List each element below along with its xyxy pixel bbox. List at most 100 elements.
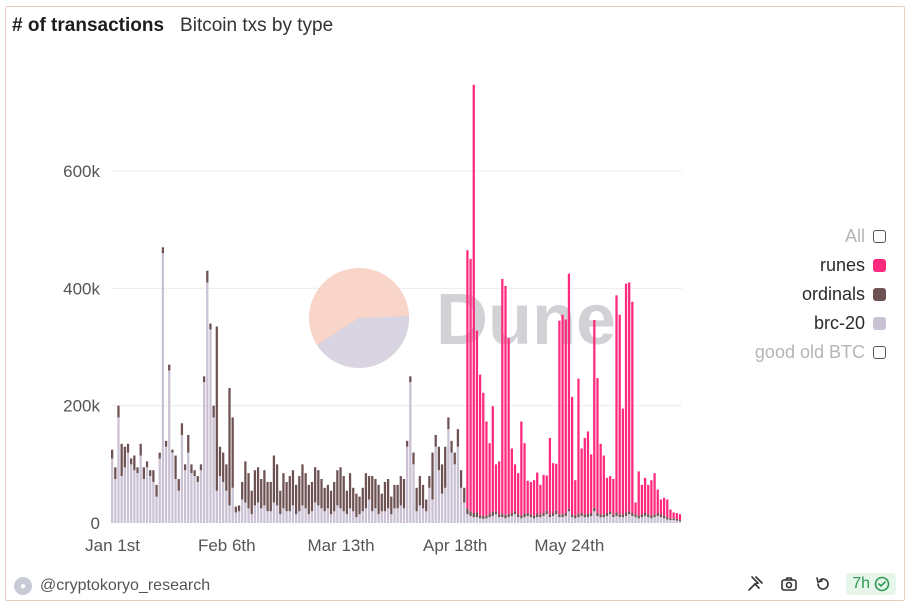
- bar-brc-20: [155, 496, 158, 523]
- bar-brc-20: [628, 514, 631, 523]
- legend-item-ordinals[interactable]: ordinals: [755, 280, 886, 309]
- bar-ordinals: [440, 464, 444, 494]
- bar-brc-20: [253, 505, 257, 523]
- bar-ordinals: [282, 473, 285, 509]
- bar-ordinals: [545, 510, 548, 515]
- bar-brc-20: [171, 452, 174, 523]
- bar-brc-20: [510, 515, 513, 523]
- bar-runes: [567, 273, 571, 509]
- bar-ordinals: [317, 470, 320, 506]
- bar-brc-20: [352, 511, 355, 523]
- legend-item-brc20[interactable]: brc-20: [755, 309, 886, 338]
- bar-ordinals: [247, 473, 250, 509]
- bar-ordinals: [301, 464, 304, 506]
- bar-ordinals: [111, 449, 114, 459]
- x-tick-label: Apr 18th: [423, 536, 487, 555]
- bar-runes: [602, 455, 605, 515]
- bar-brc-20: [111, 458, 114, 523]
- age-text: 7h: [852, 575, 870, 592]
- bar-brc-20: [631, 515, 634, 523]
- bar-ordinals: [656, 513, 659, 516]
- bar-brc-20: [672, 520, 675, 523]
- bar-brc-20: [133, 470, 136, 523]
- bar-runes: [482, 392, 485, 516]
- bar-runes: [498, 461, 501, 515]
- legend-item-all[interactable]: All: [755, 222, 886, 251]
- bar-runes: [675, 513, 678, 519]
- bar-brc-20: [333, 511, 336, 523]
- bar-ordinals: [393, 484, 396, 509]
- bar-ordinals: [228, 388, 231, 506]
- bar-brc-20: [640, 517, 644, 523]
- bar-brc-20: [669, 520, 672, 523]
- bar-ordinals: [631, 513, 634, 516]
- bar-brc-20: [536, 517, 539, 523]
- bar-brc-20: [466, 514, 469, 523]
- bar-runes: [590, 454, 593, 514]
- bar-brc-20: [621, 517, 624, 523]
- x-tick-label: Mar 13th: [307, 536, 374, 555]
- bar-ordinals: [650, 515, 653, 519]
- bar-brc-20: [199, 470, 203, 523]
- bar-ordinals: [507, 514, 510, 518]
- bar-runes: [599, 443, 602, 515]
- bar-brc-20: [241, 499, 244, 523]
- bar-runes: [472, 84, 475, 514]
- bar-brc-20: [529, 517, 532, 523]
- bar-ordinals: [577, 513, 580, 518]
- bar-runes: [564, 319, 567, 514]
- bar-brc-20: [444, 487, 447, 523]
- bar-brc-20: [459, 487, 463, 523]
- bar-runes: [539, 484, 542, 515]
- bar-ordinals: [621, 514, 624, 518]
- bar-ordinals: [491, 511, 494, 516]
- bar-brc-20: [339, 508, 342, 523]
- bar-brc-20: [545, 514, 548, 523]
- bar-brc-20: [212, 417, 215, 523]
- bar-brc-20: [120, 476, 123, 523]
- bar-runes: [542, 474, 545, 514]
- bar-ordinals: [399, 476, 402, 506]
- bar-runes: [605, 477, 609, 514]
- pin-icon[interactable]: [744, 573, 766, 595]
- bar-runes: [570, 396, 574, 515]
- bar-ordinals: [291, 470, 295, 506]
- bar-runes: [637, 471, 640, 516]
- legend-item-good-old-btc[interactable]: good old BTC: [755, 338, 886, 367]
- bar-brc-20: [504, 518, 507, 523]
- bar-ordinals: [250, 490, 253, 515]
- bar-brc-20: [523, 517, 526, 523]
- bar-ordinals: [155, 484, 158, 497]
- bar-ordinals: [450, 440, 453, 453]
- bar-brc-20: [609, 514, 612, 523]
- bar-brc-20: [285, 511, 288, 523]
- bar-ordinals: [453, 452, 456, 465]
- bar-ordinals: [275, 464, 279, 506]
- legend-item-runes[interactable]: runes: [755, 251, 886, 280]
- age-badge[interactable]: 7h: [846, 573, 896, 595]
- camera-icon[interactable]: [778, 573, 800, 595]
- bar-ordinals: [596, 513, 599, 516]
- footer-author[interactable]: ● @cryptokoryo_research: [14, 577, 210, 595]
- refresh-icon[interactable]: [812, 573, 834, 595]
- bar-runes: [624, 283, 628, 513]
- bar-ordinals: [266, 481, 269, 512]
- bar-brc-20: [383, 511, 387, 523]
- bar-brc-20: [478, 518, 482, 523]
- bar-brc-20: [307, 514, 310, 523]
- bar-runes: [615, 295, 618, 513]
- bar-ordinals: [374, 479, 377, 509]
- bar-ordinals: [666, 517, 669, 520]
- bar-brc-20: [643, 515, 647, 523]
- bar-ordinals: [662, 515, 666, 519]
- bar-runes: [650, 480, 653, 516]
- bar-ordinals: [590, 513, 593, 516]
- bar-ordinals: [425, 499, 428, 512]
- bar-brc-20: [367, 499, 371, 523]
- bar-ordinals: [199, 464, 203, 471]
- dune-watermark: Dune: [309, 267, 616, 368]
- bar-ordinals: [634, 514, 637, 518]
- bar-ordinals: [377, 484, 380, 515]
- bar-runes: [520, 421, 523, 516]
- bar-brc-20: [586, 517, 590, 523]
